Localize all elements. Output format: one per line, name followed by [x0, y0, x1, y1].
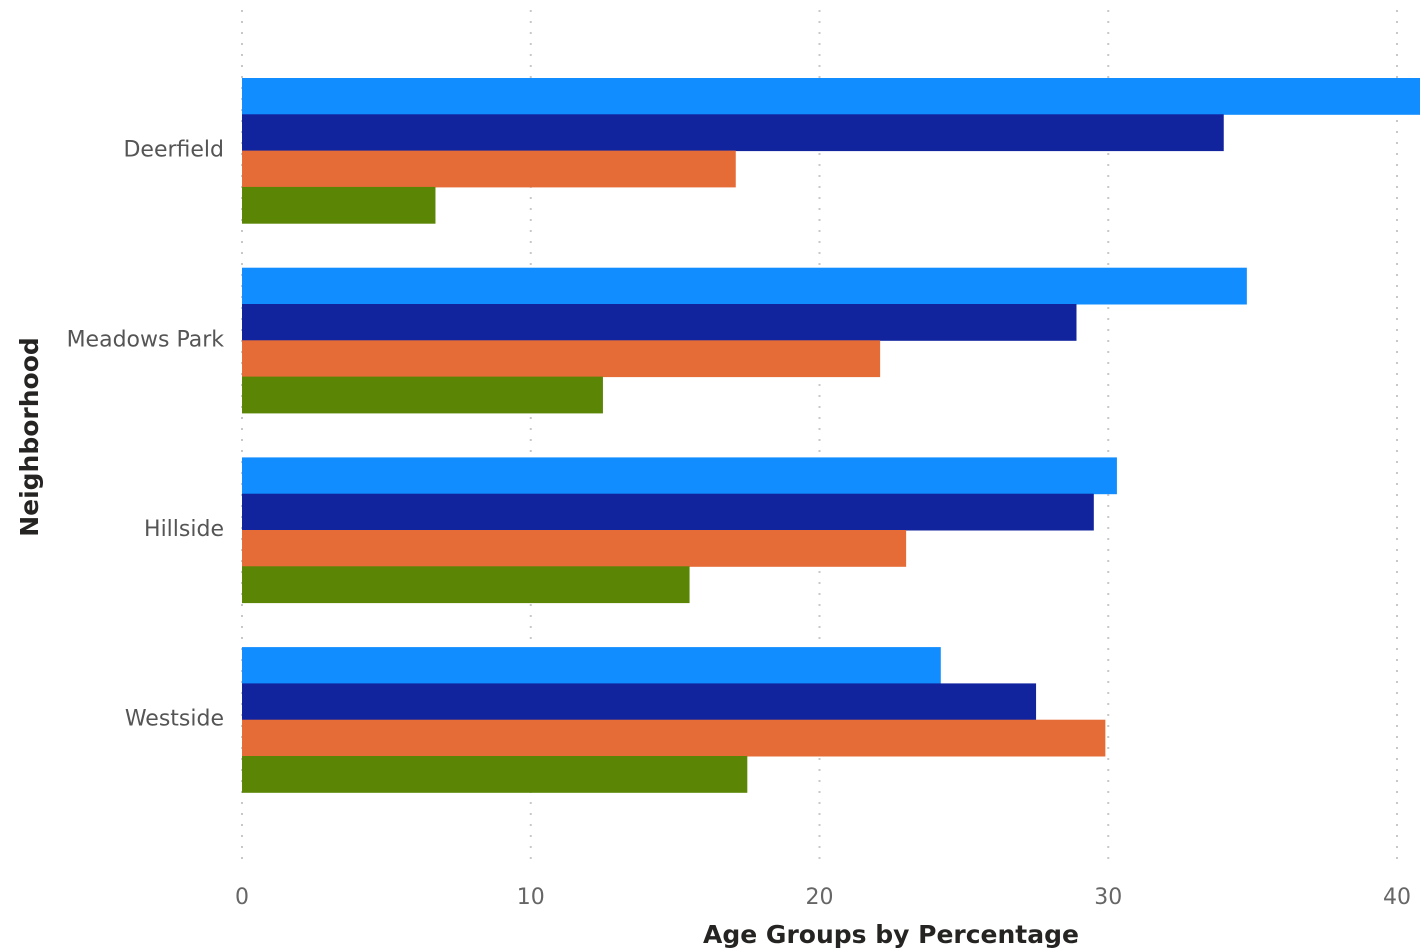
- bar: [242, 376, 603, 414]
- bar: [242, 493, 1094, 531]
- bar: [242, 530, 907, 567]
- x-tick-label: 10: [517, 885, 545, 910]
- bar: [242, 566, 690, 604]
- bar: [242, 78, 1420, 115]
- bar: [242, 457, 1117, 495]
- bar: [242, 756, 748, 793]
- x-axis-title: Age Groups by Percentage: [703, 920, 1079, 949]
- x-tick-label: 0: [235, 885, 249, 910]
- x-axis-ticks: 0 10 20 30 40: [235, 885, 1411, 910]
- bar: [242, 340, 881, 378]
- category-label: Meadows Park: [67, 327, 225, 352]
- category-label: Westside: [125, 707, 224, 732]
- category-label: Hillside: [144, 517, 224, 542]
- bar: [242, 114, 1224, 152]
- y-axis-categories: Deerfield Meadows Park Hillside Westside: [67, 138, 225, 732]
- bar: [242, 186, 436, 224]
- category-label: Deerfield: [123, 138, 224, 163]
- y-axis-title: Neighborhood: [15, 337, 44, 537]
- bar: [242, 150, 736, 188]
- bar: [242, 267, 1247, 305]
- bar: [242, 304, 1077, 341]
- x-tick-label: 20: [806, 885, 834, 910]
- bar: [242, 647, 941, 684]
- bars: [242, 78, 1420, 793]
- bar: [242, 719, 1106, 757]
- bar: [242, 683, 1037, 721]
- x-tick-label: 30: [1094, 885, 1122, 910]
- x-tick-label: 40: [1383, 885, 1411, 910]
